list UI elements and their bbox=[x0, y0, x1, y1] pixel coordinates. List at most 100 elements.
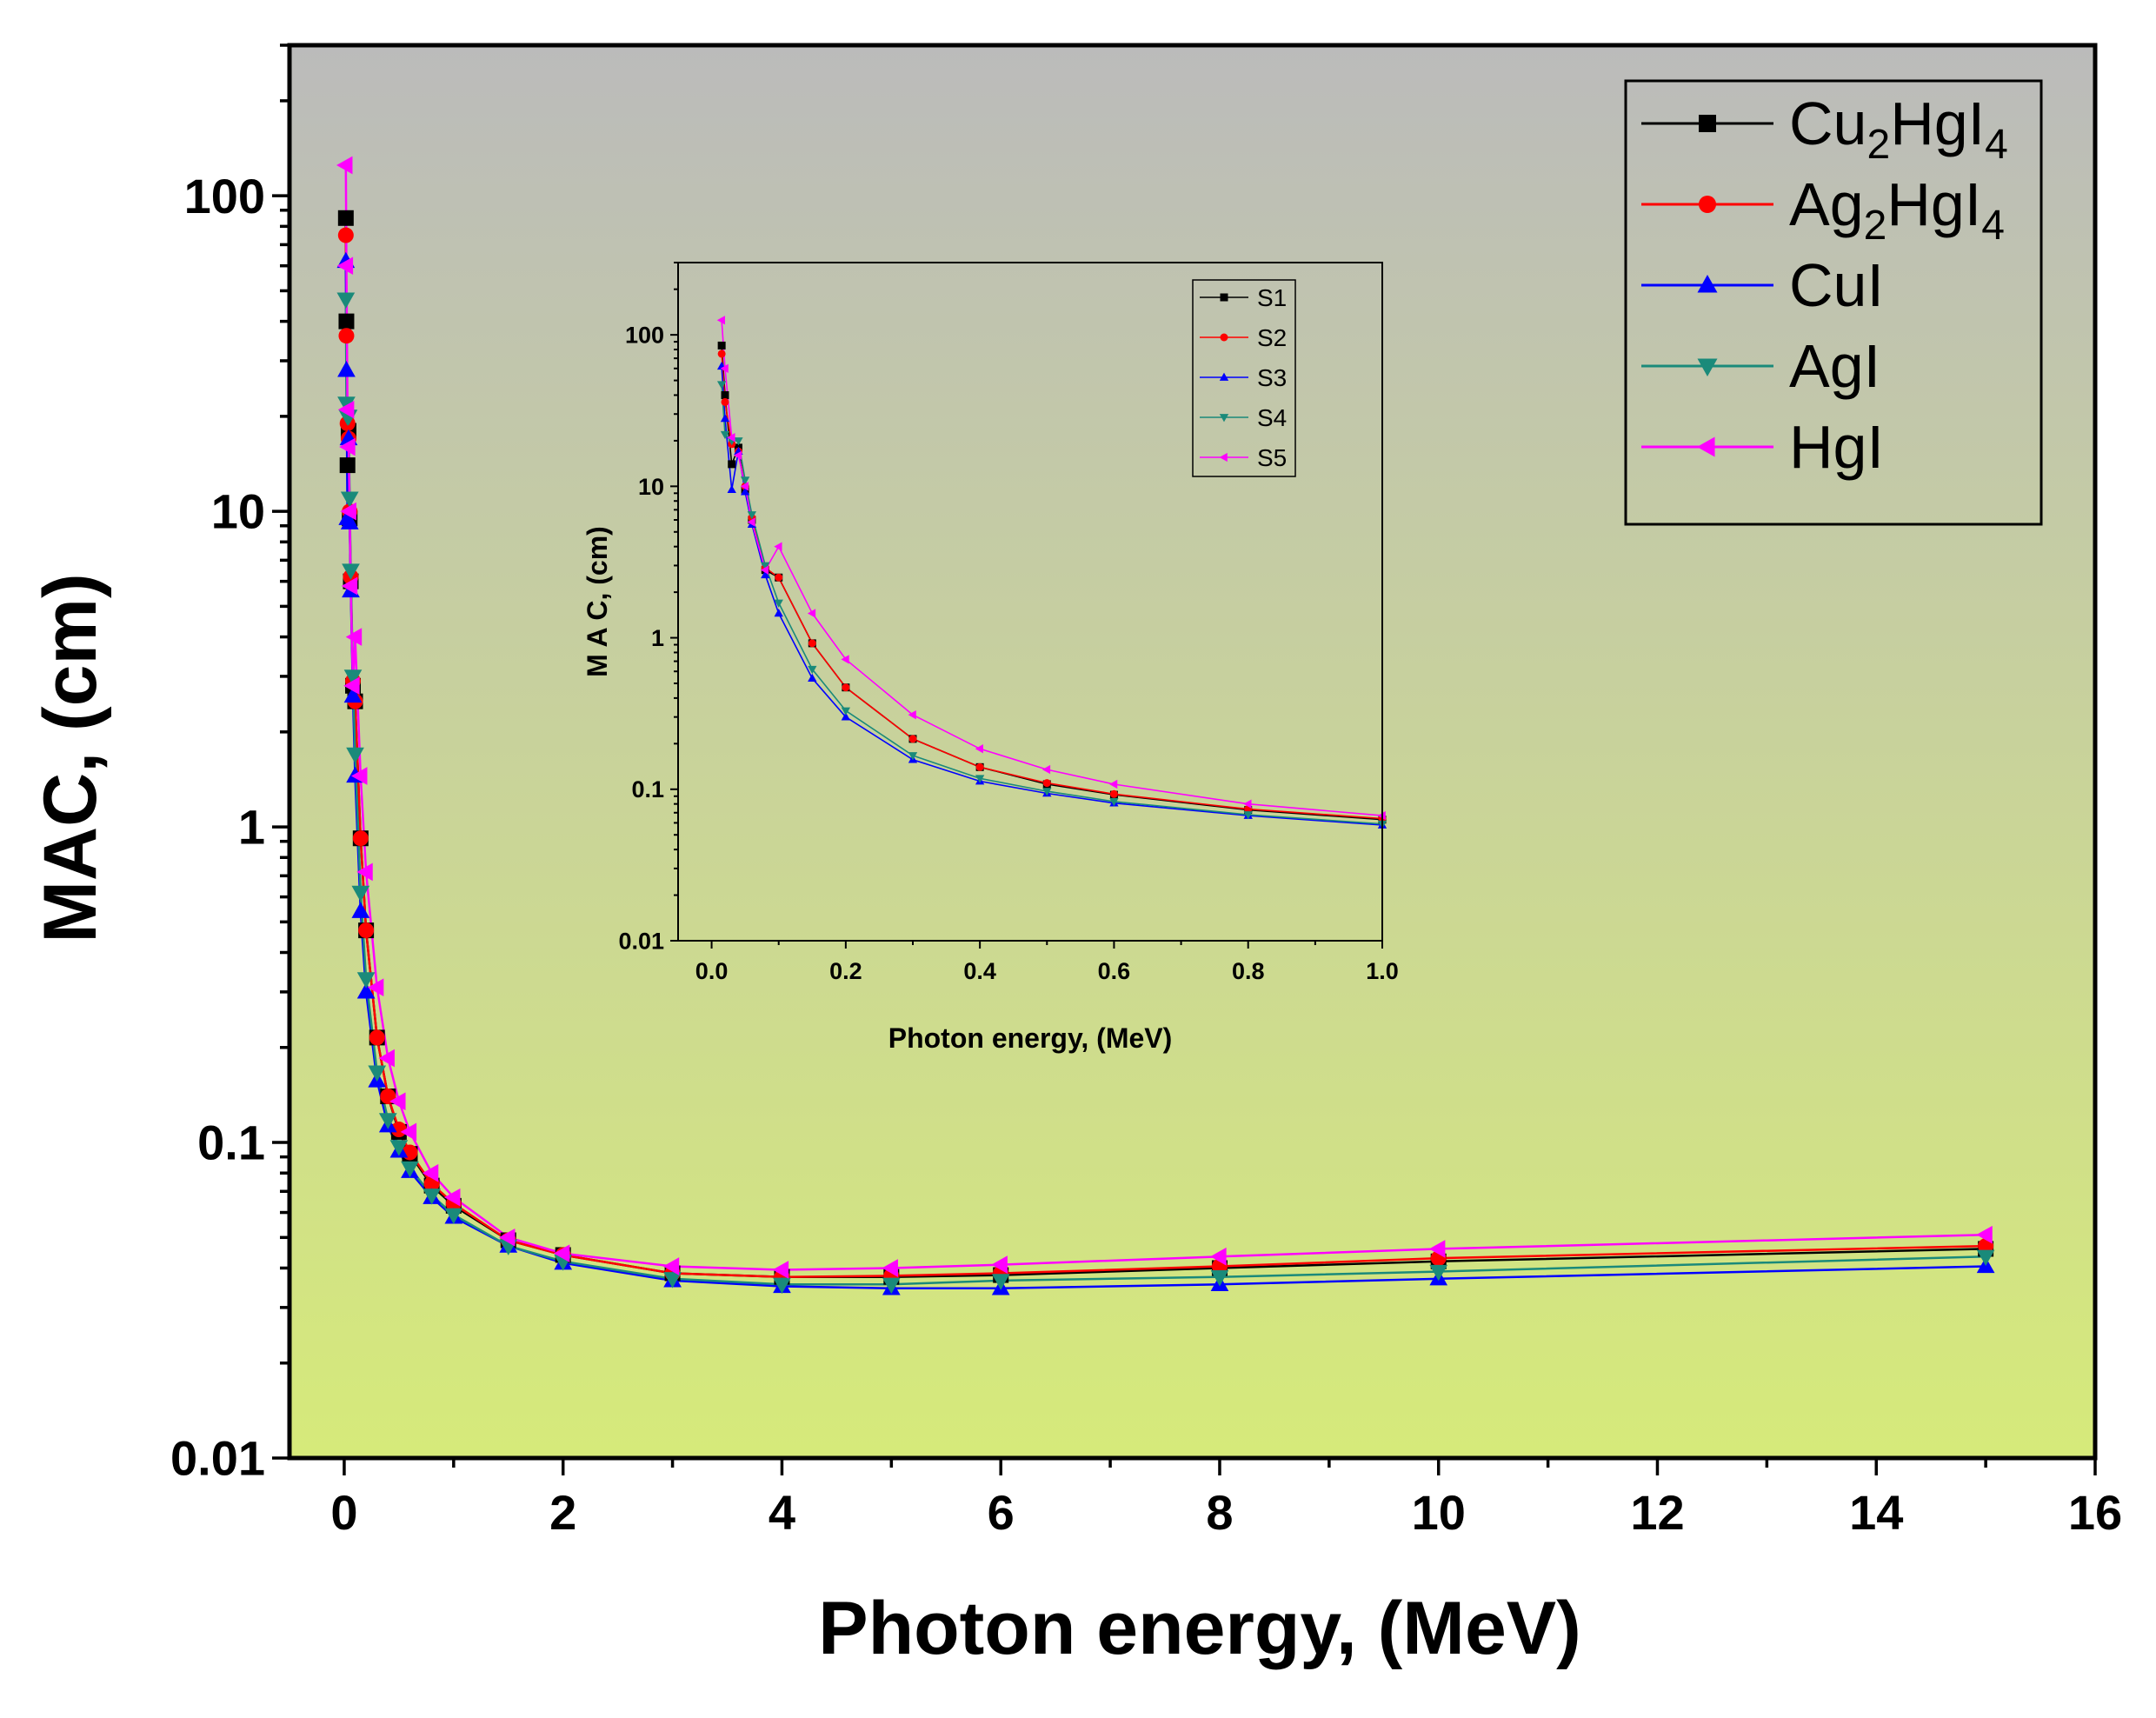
inset-x-tick-label: 0.6 bbox=[1098, 958, 1131, 984]
main-point-hgi bbox=[400, 1122, 417, 1142]
main-point-agi bbox=[1976, 1249, 1995, 1267]
inset-point-s4 bbox=[747, 511, 757, 520]
main-point-hgi bbox=[356, 862, 373, 882]
legend-label-hgi: HgI bbox=[1789, 413, 1884, 481]
main-point-hgi bbox=[444, 1188, 461, 1207]
inset-point-s2 bbox=[1109, 789, 1118, 798]
inset-point-s5 bbox=[727, 433, 735, 443]
inset-axes: 0.0 0.2 0.4 0.6 0.8 1.0 0.01 0.1 1 10 100 bbox=[618, 262, 1399, 984]
inset-point-s5 bbox=[1109, 779, 1118, 789]
inset-y-tick-label: 10 bbox=[638, 474, 664, 500]
inset-point-s3 bbox=[808, 673, 817, 683]
main-point-cu2hgi4 bbox=[337, 210, 354, 226]
inset-point-s4 bbox=[1042, 788, 1052, 796]
main-point-ag2hgi4 bbox=[352, 830, 369, 847]
main-x-tick-label: 12 bbox=[1630, 1485, 1684, 1540]
main-point-agi bbox=[340, 491, 359, 508]
legend-marker-ag2hgi4 bbox=[1699, 196, 1716, 213]
main-point-cu2hgi4 bbox=[339, 457, 356, 474]
main-y-tick-label: 10 bbox=[211, 484, 265, 539]
main-point-agi bbox=[882, 1277, 901, 1295]
main-point-hgi bbox=[772, 1261, 789, 1279]
main-point-agi bbox=[1429, 1264, 1448, 1282]
main-x-axis-title: Photon energy, (MeV) bbox=[818, 1587, 1581, 1670]
inset-point-s5 bbox=[807, 609, 816, 618]
inset-point-s3 bbox=[740, 487, 750, 496]
inset-point-s4 bbox=[774, 599, 783, 608]
inset-point-s2 bbox=[1042, 779, 1051, 788]
main-point-cui bbox=[340, 513, 359, 529]
main-point-agi bbox=[346, 747, 364, 764]
inset-series-markers bbox=[716, 316, 1387, 829]
inset-point-s4 bbox=[716, 381, 727, 390]
main-point-hgi bbox=[336, 156, 353, 175]
inset-point-s5 bbox=[716, 316, 725, 325]
inset-chart: 0.0 0.2 0.4 0.6 0.8 1.0 0.01 0.1 1 10 100 Photon e… bbox=[582, 262, 1399, 1054]
main-point-cui bbox=[337, 361, 356, 377]
main-point-hgi bbox=[1210, 1247, 1227, 1266]
main-x-tick-label: 2 bbox=[549, 1485, 576, 1540]
inset-point-s1 bbox=[717, 341, 726, 350]
main-x-tick-label: 4 bbox=[769, 1485, 795, 1540]
main-point-cu2hgi4 bbox=[338, 313, 355, 330]
inset-point-s4 bbox=[908, 752, 918, 761]
main-point-hgi bbox=[882, 1259, 898, 1277]
main-point-hgi bbox=[367, 978, 384, 997]
legend-label-cui: CuI bbox=[1789, 251, 1884, 319]
main-point-agi bbox=[663, 1272, 682, 1288]
main-point-hgi bbox=[351, 767, 368, 785]
inset-y-tick-label: 0.1 bbox=[631, 776, 664, 802]
inset-legend-frame bbox=[1192, 279, 1296, 477]
inset-point-s5 bbox=[1041, 764, 1051, 775]
inset-point-s2 bbox=[908, 735, 917, 743]
inset-point-s2 bbox=[775, 573, 783, 582]
main-point-hgi bbox=[339, 437, 356, 456]
inset-y-axis-title: M A C, (cm) bbox=[582, 526, 613, 677]
main-point-ag2hgi4 bbox=[369, 1029, 385, 1046]
main-point-agi bbox=[401, 1161, 419, 1178]
inset-legend-marker-s2 bbox=[1220, 333, 1228, 342]
main-point-cui bbox=[351, 902, 370, 918]
main-point-hgi bbox=[1976, 1225, 1993, 1244]
inset-point-s4 bbox=[1243, 811, 1253, 820]
inset-point-s2 bbox=[842, 683, 850, 692]
inset-legend-label-s3: S3 bbox=[1257, 364, 1287, 391]
main-point-cui bbox=[356, 982, 376, 999]
inset-point-s3 bbox=[774, 609, 783, 617]
main-point-cui bbox=[343, 686, 363, 703]
main-point-agi bbox=[356, 972, 376, 989]
inset-point-s4 bbox=[761, 562, 770, 570]
inset-point-s4 bbox=[734, 437, 743, 446]
main-x-tick-label: 16 bbox=[2068, 1485, 2122, 1540]
main-point-agi bbox=[337, 396, 356, 413]
main-point-ag2hgi4 bbox=[390, 1122, 407, 1138]
main-point-agi bbox=[389, 1140, 409, 1156]
inset-point-s3 bbox=[727, 484, 736, 494]
main-point-hgi bbox=[1428, 1240, 1446, 1258]
main-x-tick-label: 10 bbox=[1412, 1485, 1466, 1540]
inset-line-s4 bbox=[721, 384, 1383, 825]
inset-point-s3 bbox=[720, 414, 730, 423]
main-point-agi bbox=[351, 885, 370, 902]
inset-y-tick-label: 0.01 bbox=[618, 928, 664, 954]
main-y-tick-label: 0.01 bbox=[170, 1431, 265, 1486]
inset-y-tick-label: 1 bbox=[651, 625, 664, 651]
main-point-hgi bbox=[340, 502, 356, 521]
main-point-agi bbox=[368, 1065, 387, 1082]
inset-point-s2 bbox=[808, 639, 816, 648]
inset-point-s5 bbox=[760, 565, 769, 575]
inset-legend: S1 S2 S3 S4 S5 bbox=[1192, 279, 1296, 477]
inset-point-s5 bbox=[734, 450, 742, 460]
main-point-agi bbox=[423, 1189, 441, 1205]
main-plot-frame bbox=[287, 43, 2098, 1461]
inset-legend-label-s4: S4 bbox=[1257, 404, 1287, 431]
inset-point-s3 bbox=[841, 712, 851, 721]
inset-point-s1 bbox=[728, 460, 736, 469]
inset-point-s4 bbox=[1109, 798, 1119, 807]
main-point-hgi bbox=[498, 1228, 516, 1247]
main-x-tick-label: 14 bbox=[1849, 1485, 1903, 1540]
legend-marker-cu2hgi4 bbox=[1699, 115, 1716, 132]
main-point-hgi bbox=[343, 676, 360, 696]
